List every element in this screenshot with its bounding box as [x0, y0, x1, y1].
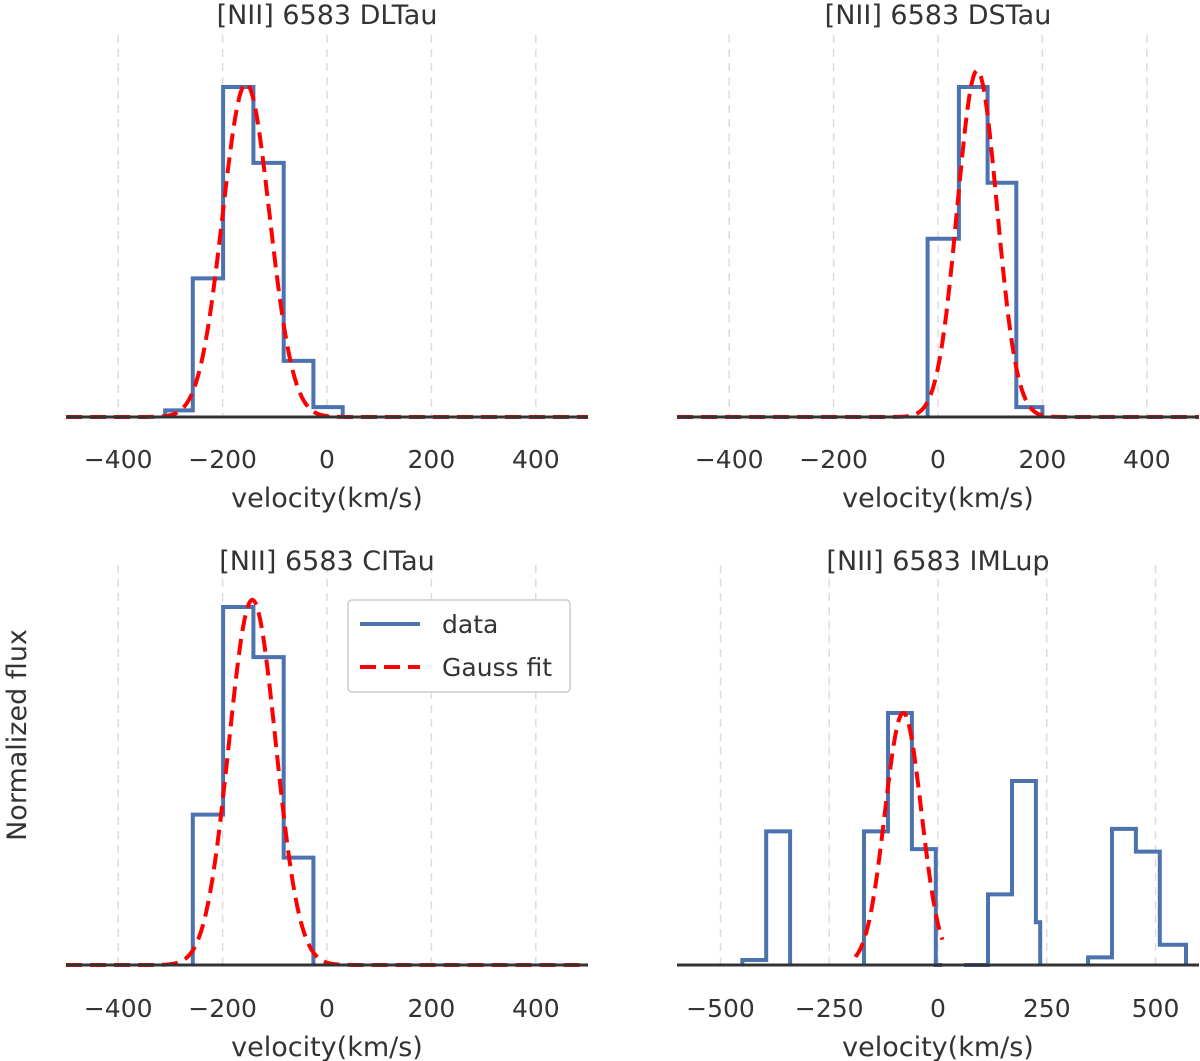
x-tick-label: 200	[408, 994, 456, 1023]
panel-3: [NII] 6583 CITau −400 −200 0 200 400 velocity(…	[65, 546, 589, 1061]
x-tick-label: 500	[1132, 994, 1180, 1023]
x-tick-label: 200	[1019, 445, 1067, 474]
panel-title: [NII] 6583 DLTau	[217, 0, 438, 31]
x-tick-label: −400	[695, 445, 764, 474]
data-step-line	[925, 85, 1045, 417]
x-tick-label: −200	[188, 445, 257, 474]
panel-title: [NII] 6583 IMLup	[826, 546, 1049, 577]
y-axis-label: Normalized flux	[2, 629, 33, 841]
x-tick-label: 250	[1023, 994, 1071, 1023]
x-tick-label: 400	[512, 994, 560, 1023]
gauss-fit-line	[853, 711, 945, 959]
data-step-line	[1086, 826, 1188, 965]
x-axis-label: velocity(km/s)	[842, 483, 1034, 514]
panel-title: [NII] 6583 DSTau	[825, 0, 1052, 31]
x-tick-label: −200	[799, 445, 868, 474]
x-axis-label: velocity(km/s)	[231, 483, 423, 514]
data-step-line	[862, 711, 943, 967]
data-step-line	[163, 85, 345, 417]
x-tick-label: 200	[408, 445, 456, 474]
x-axis-label: velocity(km/s)	[231, 1032, 423, 1061]
x-tick-label: −200	[188, 994, 257, 1023]
x-tick-label: 0	[930, 445, 946, 474]
x-tick-label: 400	[512, 445, 560, 474]
x-tick-label: 400	[1123, 445, 1171, 474]
panel-4: [NII] 6583 IMLup −500 −250 0 250 500 velocity(…	[677, 546, 1199, 1061]
panel-2: [NII] 6583 DSTau −400 −200 0 200 400 velocity(…	[676, 0, 1200, 514]
x-tick-label: 0	[930, 994, 946, 1023]
x-axis-label: velocity(km/s)	[842, 1032, 1034, 1061]
x-tick-label: 0	[319, 994, 335, 1023]
legend-data-label: data	[442, 610, 498, 639]
data-step-line	[740, 829, 793, 965]
x-tick-label: 0	[319, 445, 335, 474]
legend-fit-label: Gauss fit	[442, 653, 552, 682]
x-tick-label: −400	[84, 994, 153, 1023]
data-step-line	[190, 605, 316, 965]
panel-1: [NII] 6583 DLTau −400 −200 0 200 400 velocity(…	[65, 0, 589, 514]
x-tick-label: −400	[84, 445, 153, 474]
x-tick-label: −250	[795, 994, 864, 1023]
x-tick-label: −500	[686, 994, 755, 1023]
legend: data Gauss fit	[347, 599, 571, 693]
panel-title: [NII] 6583 CITau	[219, 546, 435, 577]
data-step-line	[964, 779, 1043, 967]
